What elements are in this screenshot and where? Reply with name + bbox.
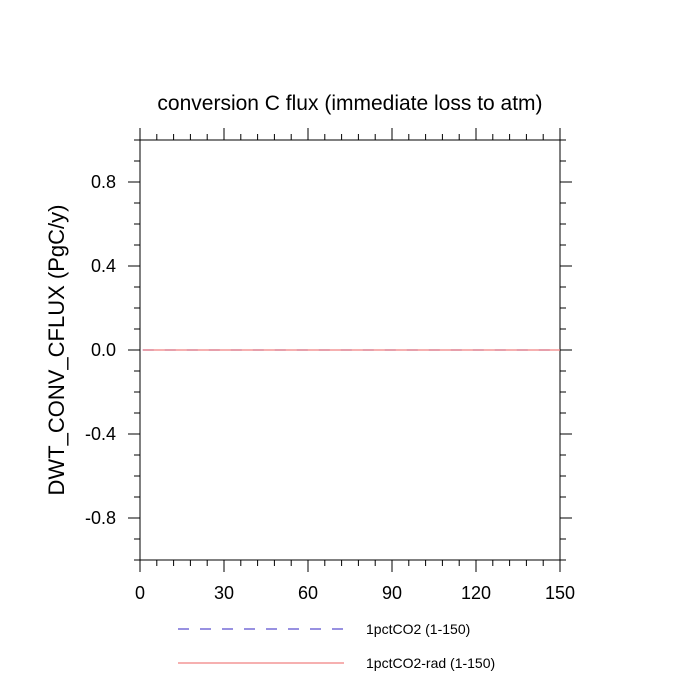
x-tick-label: 30 (214, 583, 234, 603)
x-tick-label: 90 (382, 583, 402, 603)
x-tick-label: 60 (298, 583, 318, 603)
legend-label-1: 1pctCO2 (1-150) (366, 621, 470, 637)
y-tick-label: 0.0 (91, 340, 116, 360)
axis-ticks (128, 128, 572, 572)
x-tick-label: 0 (135, 583, 145, 603)
x-tick-label: 120 (461, 583, 491, 603)
y-tick-label: 0.4 (91, 256, 116, 276)
y-tick-label: -0.4 (85, 424, 116, 444)
y-tick-label: -0.8 (85, 508, 116, 528)
legend-label-2: 1pctCO2-rad (1-150) (366, 655, 495, 671)
y-axis-label: DWT_CONV_CFLUX (PgC/y) (44, 205, 69, 496)
chart-title: conversion C flux (immediate loss to atm… (157, 92, 542, 115)
y-tick-label: 0.8 (91, 172, 116, 192)
legend: 1pctCO2 (1-150) 1pctCO2-rad (1-150) (178, 621, 495, 671)
x-tick-label: 150 (545, 583, 575, 603)
tick-labels: 0 30 60 90 120 150 -0.8 -0.4 0.0 0.4 0.8 (85, 172, 575, 603)
